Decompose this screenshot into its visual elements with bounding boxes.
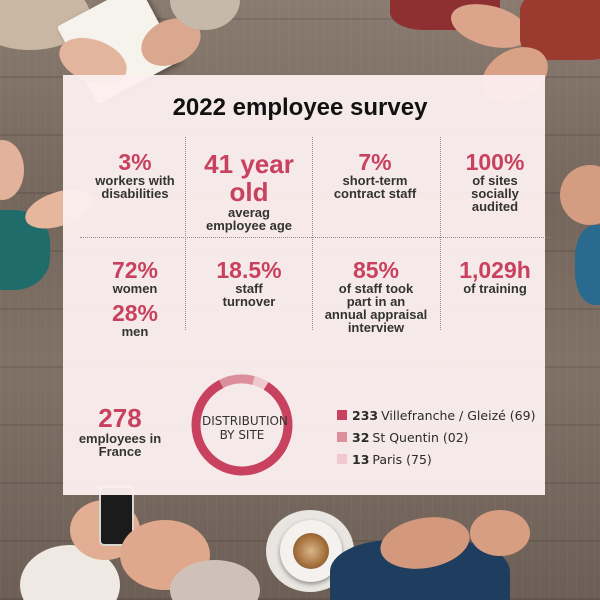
stat-value: 7% [358,149,392,175]
stat-label: annual appraisal [324,307,428,322]
legend-item-villefranche: 233 Villefranche / Gleizé (69) [337,404,535,426]
divider [312,137,313,330]
divider [185,137,186,330]
survey-title: 2022 employee survey [172,94,428,121]
divider [440,137,441,330]
legend-swatch [337,432,347,442]
stat-disabilities: 3% workers with disabilities [86,150,184,200]
divider [80,237,550,238]
stat-turnover: 18.5% staff turnover [188,258,310,308]
legend-site-name: Villefranche / Gleizé (69) [381,407,536,423]
legend-item-st-quentin: 32 St Quentin (02) [337,426,535,448]
sleeve-right-middle [575,225,600,305]
stat-value: 18.5% [216,257,282,283]
stat-label: of sites [472,173,518,188]
stat-label: disabilities [101,186,169,201]
stat-value: 100% [465,149,525,175]
stat-employees: 278 employees in France [70,404,170,458]
stat-short-term: 7% short-term contract staff [314,150,436,200]
donut-label-line: DISTRIBUTION [202,414,288,428]
stat-label: contract staff [333,186,417,201]
stat-label: socially [471,186,519,201]
stat-value: 1,029h [459,257,531,283]
legend-item-paris: 13 Paris (75) [337,448,535,470]
stat-value: 85% [352,257,400,283]
stat-label: workers with [95,173,175,188]
legend-swatch [337,410,347,420]
stat-label: audited [471,199,519,214]
stat-label: France [98,444,142,459]
stat-value: 72% [111,257,159,283]
stat-label: short-term [342,173,408,188]
legend-count: 13 [352,451,370,467]
stat-label: interview [347,320,405,335]
legend-site-name: Paris (75) [372,451,432,467]
stat-label: men [121,324,149,339]
sleeve-bottom-center [170,560,260,600]
legend-site-name: St Quentin (02) [372,429,469,445]
distribution-legend: 233 Villefranche / Gleizé (69) 32 St Que… [337,404,535,470]
stat-value: 3% [118,149,152,175]
hand-right-middle [560,165,600,225]
donut-center-label: DISTRIBUTION BY SITE [202,414,288,442]
stat-label: of staff took [338,281,414,296]
stat-label: part in an [346,294,406,309]
stat-label: of training [463,281,527,296]
stat-label: employees in [78,431,162,446]
legend-swatch [337,454,347,464]
stat-sites-audited: 100% of sites socially audited [442,150,548,213]
infographic-panel [63,75,545,495]
stat-average-age: 41 year old averag employee age [188,150,310,232]
stat-value: 278 [98,403,142,433]
stat-label: women [112,281,158,296]
stat-value: 28% [111,300,159,326]
stat-training: 1,029h of training [442,258,548,295]
stat-value: 41 year [204,149,294,179]
stat-label: employee age [206,218,292,233]
legend-count: 32 [352,429,370,445]
stat-value: old [229,177,269,207]
stat-gender: 72% women 28% men [86,258,184,338]
hand-bottom-right-2 [470,510,530,556]
stat-label: turnover [222,294,276,309]
legend-count: 233 [352,407,379,423]
stat-appraisal: 85% of staff took part in an annual appr… [314,258,438,334]
stat-label: staff [235,281,263,296]
donut-label-line: BY SITE [219,428,265,442]
stat-label: averag [228,205,270,220]
